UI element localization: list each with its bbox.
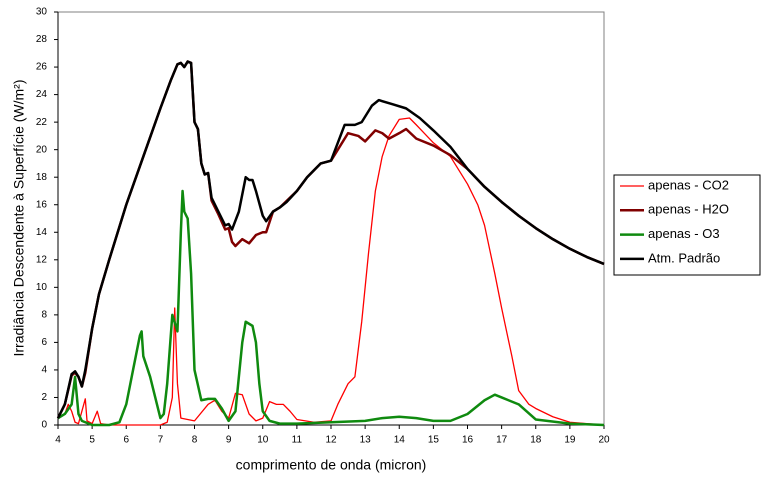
y-tick-label: 26 — [36, 62, 48, 73]
x-tick-label: 7 — [158, 435, 164, 446]
series-line — [56, 60, 605, 419]
legend-label: apenas - H2O — [648, 202, 729, 217]
y-tick-label: 0 — [41, 420, 47, 431]
x-tick-label: 12 — [325, 435, 337, 446]
x-tick-label: 5 — [89, 435, 95, 446]
x-tick-label: 11 — [292, 435, 303, 446]
x-tick-label: 9 — [226, 435, 232, 446]
x-tick-label: 13 — [360, 435, 372, 446]
y-tick-label: 14 — [36, 227, 48, 238]
x-tick-label: 14 — [394, 435, 406, 446]
y-tick-label: 4 — [41, 365, 47, 376]
x-tick-label: 6 — [123, 435, 129, 446]
y-tick-label: 6 — [41, 337, 47, 348]
y-axis-label: Irradiância Descendente à Superfície (W/… — [11, 80, 27, 357]
x-tick-label: 18 — [530, 435, 542, 446]
plot-area — [57, 11, 605, 426]
y-tick-label: 30 — [36, 7, 48, 18]
y-tick-label: 8 — [41, 310, 47, 321]
y-tick-label: 20 — [36, 144, 48, 155]
legend-label: Atm. Padrão — [648, 250, 720, 265]
y-tick-label: 18 — [36, 172, 48, 183]
x-tick-label: 8 — [192, 435, 198, 446]
x-tick-label: 19 — [564, 435, 576, 446]
series-line — [57, 117, 605, 426]
y-tick-label: 16 — [36, 199, 48, 210]
y-tick-label: 24 — [36, 89, 48, 100]
series-line — [57, 189, 605, 427]
x-tick-label: 15 — [428, 435, 440, 446]
y-tick-label: 28 — [36, 34, 48, 45]
x-tick-label: 20 — [598, 435, 610, 446]
y-tick-label: 2 — [41, 392, 47, 403]
y-tick-label: 22 — [36, 117, 48, 128]
x-tick-label: 10 — [257, 435, 269, 446]
x-axis-label: comprimento de onda (micron) — [236, 457, 427, 473]
legend-label: apenas - O3 — [648, 226, 720, 241]
y-tick-label: 10 — [36, 282, 48, 293]
x-tick-label: 17 — [496, 435, 508, 446]
x-tick-label: 16 — [462, 435, 474, 446]
legend-label: apenas - CO2 — [648, 177, 729, 192]
x-tick-label: 4 — [55, 435, 61, 446]
y-tick-label: 12 — [36, 254, 48, 265]
